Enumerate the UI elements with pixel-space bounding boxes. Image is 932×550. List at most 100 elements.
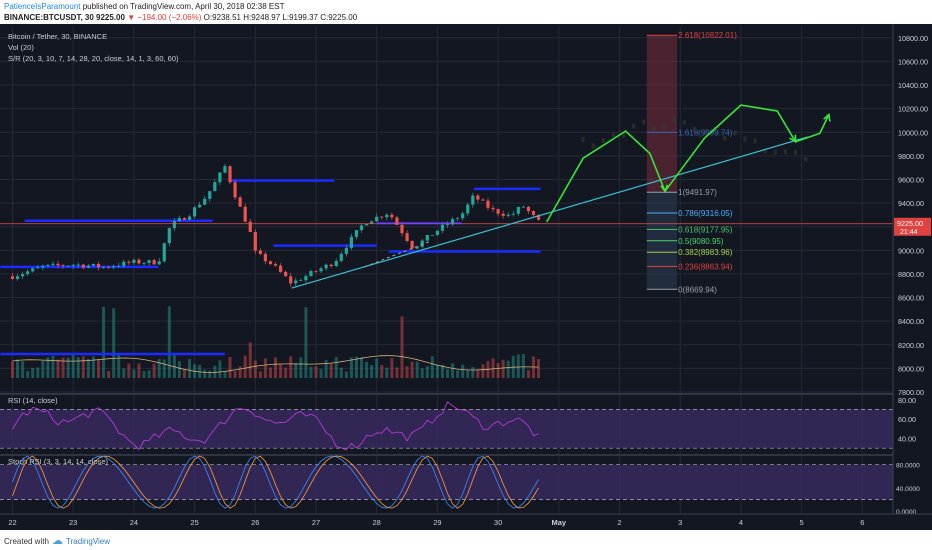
candle-body	[10, 276, 15, 279]
candle-body	[101, 266, 106, 268]
candle-body	[516, 207, 520, 214]
price-tick-label: 9400.00	[898, 199, 924, 208]
volume-bar	[86, 358, 90, 378]
tradingview-brand[interactable]: TradingView	[66, 537, 111, 546]
price-chart[interactable]: 1(9491.97) 0.786(9316.05) 0.618(9177.95) 0.…	[0, 24, 932, 530]
volume-bar	[46, 357, 50, 378]
created-with-text: Created with	[4, 537, 49, 546]
time-tick-label: 2	[617, 518, 621, 527]
candle-body	[370, 221, 374, 224]
volume-ma-line	[12, 355, 539, 373]
ghost-candle	[804, 156, 808, 162]
candle-body	[294, 280, 298, 284]
price-tick-label: 8600.00	[898, 294, 924, 303]
author-link[interactable]: PatienceIsParamount	[4, 2, 81, 11]
price-tag-countdown: 21:44	[900, 229, 918, 236]
candle-body	[177, 218, 182, 222]
rsi-legend: RSI (14, close)	[8, 396, 58, 405]
high-label: H:	[243, 13, 252, 22]
candle-body	[117, 265, 121, 267]
volume-bar	[501, 359, 505, 378]
ghost-candle	[682, 120, 686, 125]
candle-body	[96, 263, 101, 268]
projection-path	[546, 104, 830, 223]
ghost-candle	[611, 132, 616, 138]
volume-bar	[233, 371, 237, 378]
ghost-candle	[632, 123, 636, 129]
volume-bar	[117, 354, 121, 378]
ghost-candle	[621, 133, 626, 139]
ghost-candle	[702, 129, 707, 135]
time-tick-label: 22	[8, 518, 16, 527]
low-value: 9199.37	[289, 13, 318, 22]
time-tick-label: 24	[130, 518, 138, 527]
candle-body	[531, 211, 536, 215]
candle-body	[395, 217, 399, 225]
price-tick-label: 10000.00	[898, 128, 928, 137]
stoch-tick-label: 0.0000	[896, 509, 917, 516]
volume-bar	[172, 354, 176, 378]
fib-level-label: 0(8669.94)	[678, 285, 717, 294]
candle-body	[461, 213, 465, 219]
candle-body	[471, 195, 475, 205]
price-tick-label: 10200.00	[898, 105, 928, 114]
volume-bar	[314, 366, 318, 378]
candle-body	[193, 207, 197, 217]
low-label: L:	[282, 13, 290, 22]
volume-bar	[96, 359, 100, 378]
price-tick-label: 8800.00	[898, 270, 924, 279]
price-tick-label: 10400.00	[898, 81, 928, 90]
candle-body	[112, 266, 116, 268]
volume-bar	[91, 356, 95, 378]
volume-bar	[390, 358, 394, 378]
time-tick-label: 28	[373, 518, 381, 527]
candle-body	[76, 264, 80, 266]
volume-bar	[491, 358, 495, 378]
publish-text: published on TradingView.com, April 30, …	[80, 2, 285, 11]
rsi-tick-label: 80.00	[898, 396, 916, 405]
candle-body	[26, 271, 30, 275]
volume-bar	[107, 370, 111, 378]
volume-bar	[451, 363, 455, 378]
time-tick-label: 29	[433, 518, 441, 527]
volume-bar	[324, 360, 328, 378]
rsi-line	[12, 401, 539, 451]
volume-bar	[405, 366, 409, 378]
volume-bar	[375, 358, 379, 378]
volume-bar	[274, 357, 278, 378]
volume-bar	[61, 357, 65, 378]
volume-bar	[526, 370, 530, 378]
volume-bar	[284, 367, 288, 378]
ghost-candle	[672, 116, 676, 122]
candle-body	[405, 233, 409, 241]
candle-body	[385, 214, 389, 218]
candle-body	[36, 267, 40, 269]
volume-bar	[365, 361, 369, 378]
volume-bar	[188, 358, 192, 378]
ghost-candle	[763, 148, 767, 154]
volume-bar	[263, 358, 267, 378]
trendline	[291, 136, 808, 289]
volume-bar	[395, 367, 399, 378]
fib-level-label: 0.5(9080.95)	[678, 237, 724, 246]
volume-bar	[299, 357, 303, 378]
ghost-candle	[773, 150, 777, 155]
close-label: C:	[320, 13, 329, 22]
stoch-legend: Stoch RSI (3, 3, 14, 14, close)	[8, 457, 109, 466]
candle-body	[486, 200, 490, 208]
volume-bar	[36, 367, 40, 378]
candle-body	[31, 268, 35, 272]
price-tick-label: 8400.00	[898, 317, 924, 326]
candle-body	[314, 271, 318, 272]
candle-body	[491, 207, 495, 210]
time-axis	[0, 514, 932, 530]
fib-level-label: 0.382(8983.96)	[678, 248, 733, 257]
candle-body	[476, 195, 480, 200]
time-tick-label: 4	[739, 518, 743, 527]
price-tick-label: 8000.00	[898, 364, 924, 373]
candle-body	[415, 246, 419, 249]
volume-bar	[142, 371, 146, 378]
volume-bar	[147, 370, 151, 378]
candle-body	[263, 253, 268, 262]
chart-header: PatienceIsParamount published on Trading…	[0, 0, 932, 24]
